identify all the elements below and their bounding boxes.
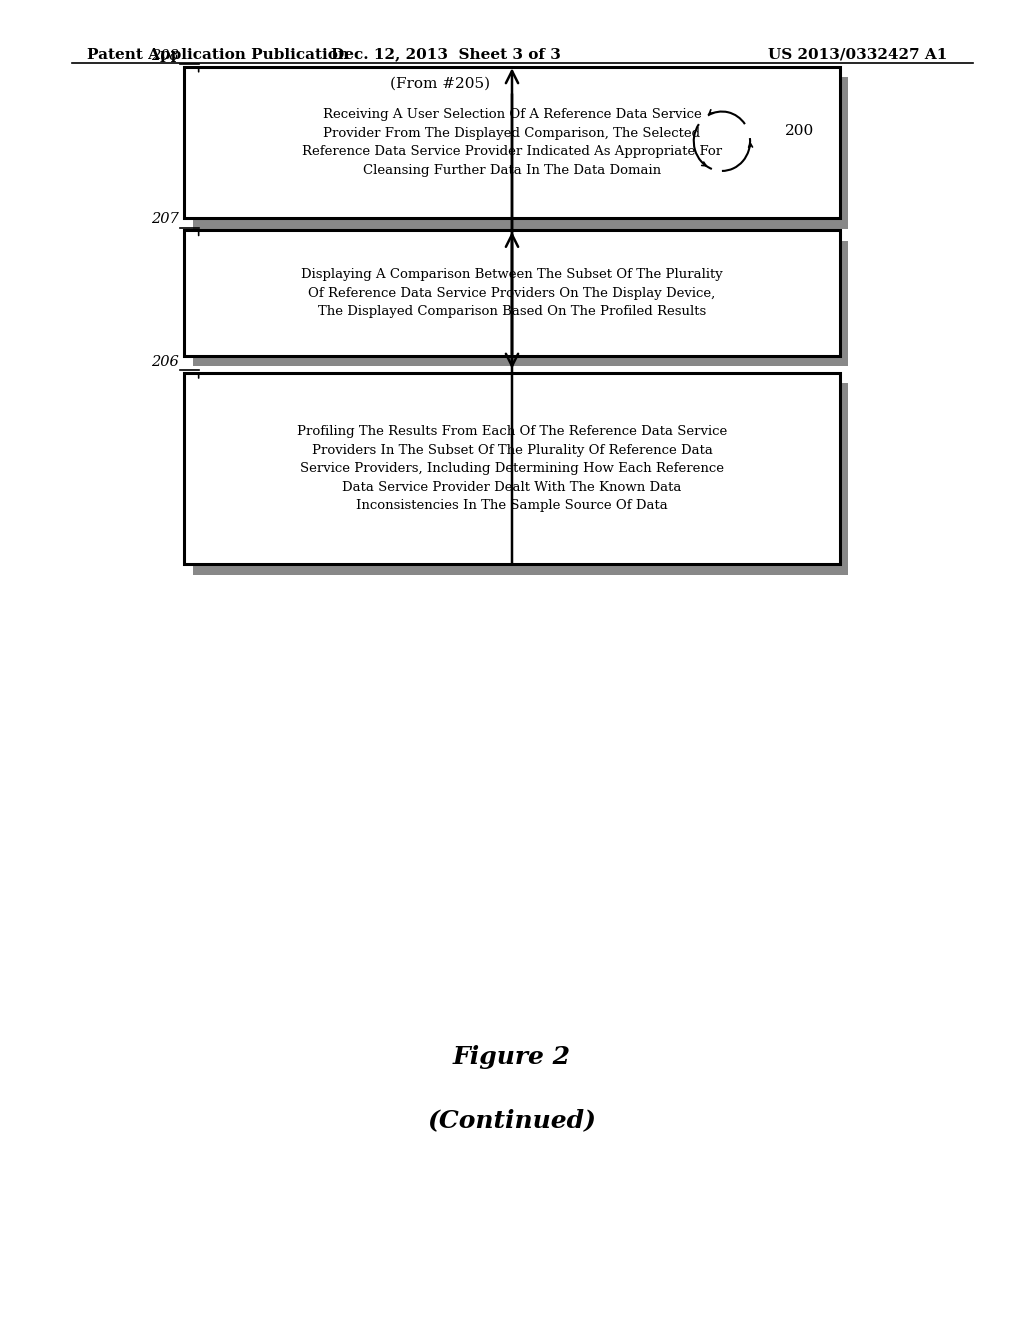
Text: Profiling The Results From Each Of The Reference Data Service
Providers In The S: Profiling The Results From Each Of The R… xyxy=(297,425,727,512)
Text: Dec. 12, 2013  Sheet 3 of 3: Dec. 12, 2013 Sheet 3 of 3 xyxy=(331,48,560,62)
Bar xyxy=(193,242,848,366)
Text: US 2013/0332427 A1: US 2013/0332427 A1 xyxy=(768,48,947,62)
Bar xyxy=(184,230,840,355)
Text: Patent Application Publication: Patent Application Publication xyxy=(87,48,349,62)
Text: 206: 206 xyxy=(152,355,179,368)
Bar xyxy=(184,372,840,565)
Text: 208: 208 xyxy=(152,49,179,62)
Text: 207: 207 xyxy=(152,213,179,226)
Text: Figure 2: Figure 2 xyxy=(453,1045,571,1069)
Text: Receiving A User Selection Of A Reference Data Service
Provider From The Display: Receiving A User Selection Of A Referenc… xyxy=(302,108,722,177)
Text: 200: 200 xyxy=(785,124,815,137)
Text: Displaying A Comparison Between The Subset Of The Plurality
Of Reference Data Se: Displaying A Comparison Between The Subs… xyxy=(301,268,723,318)
Text: (Continued): (Continued) xyxy=(427,1109,597,1133)
Bar xyxy=(193,383,848,576)
Bar xyxy=(193,77,848,230)
Bar xyxy=(184,67,840,218)
Text: (From #205): (From #205) xyxy=(390,77,490,90)
